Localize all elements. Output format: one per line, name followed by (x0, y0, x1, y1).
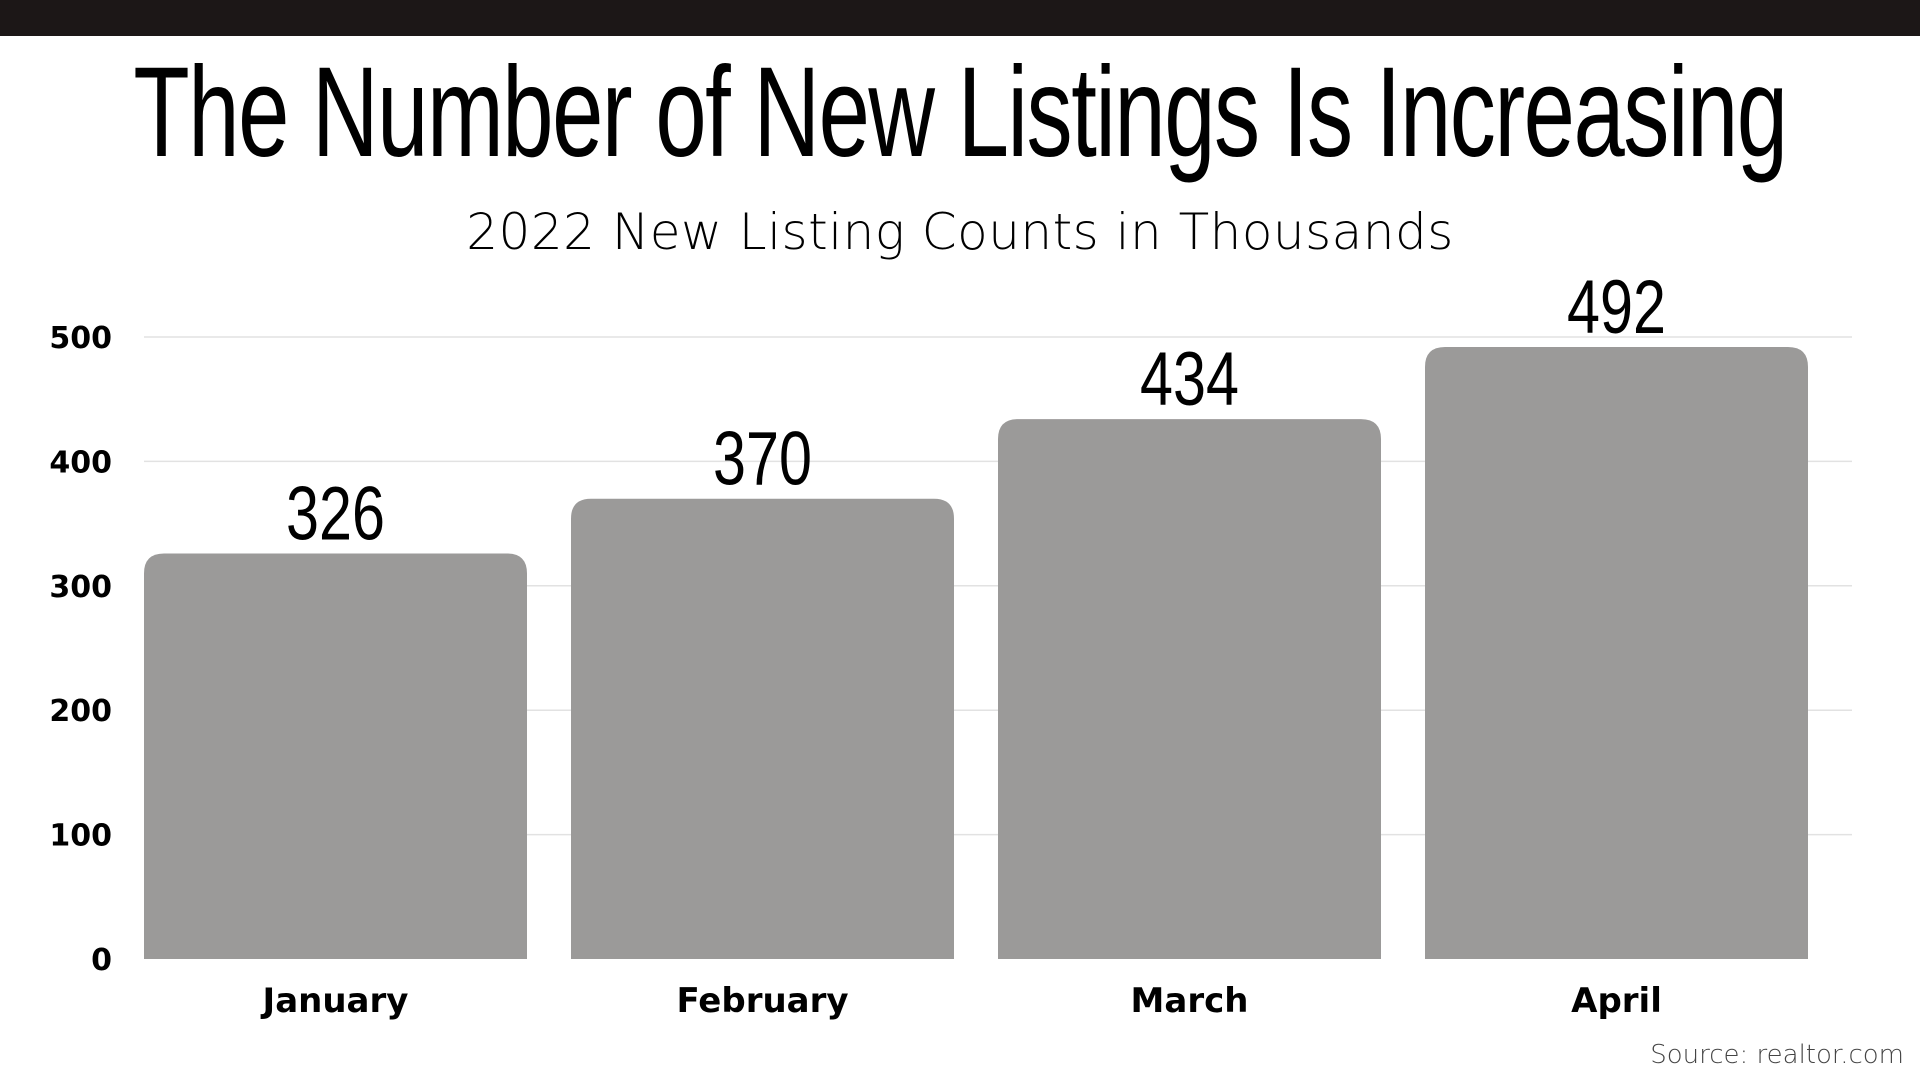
x-tick-label: April (1571, 981, 1662, 1021)
x-tick-label: January (261, 981, 409, 1021)
y-tick-label: 0 (91, 943, 112, 978)
data-label: 326 (286, 471, 385, 556)
data-label: 492 (1567, 265, 1666, 350)
y-tick-label: 100 (49, 819, 112, 854)
y-tick-label: 200 (49, 694, 112, 729)
chart-subtitle: 2022 New Listing Counts in Thousands (466, 203, 1454, 261)
bar-february (571, 498, 954, 959)
y-tick-label: 400 (49, 445, 112, 480)
bar-january (144, 553, 527, 959)
y-tick-label: 500 (49, 321, 112, 356)
bars (144, 346, 1808, 959)
source-note: Source: realtor.com (1650, 1040, 1904, 1070)
chart-title: The Number of New Listings Is Increasing (133, 41, 1788, 184)
bar-april (1425, 346, 1808, 959)
data-label: 370 (713, 417, 812, 502)
top-bar (0, 0, 1920, 36)
bar-march (998, 419, 1381, 959)
x-tick-label: March (1131, 981, 1249, 1021)
labels: 0 100 200 300 400 500 326 January 370 February 434… (49, 265, 1666, 1021)
x-tick-label: February (676, 981, 848, 1021)
y-tick-label: 300 (49, 570, 112, 605)
data-label: 434 (1140, 337, 1239, 422)
